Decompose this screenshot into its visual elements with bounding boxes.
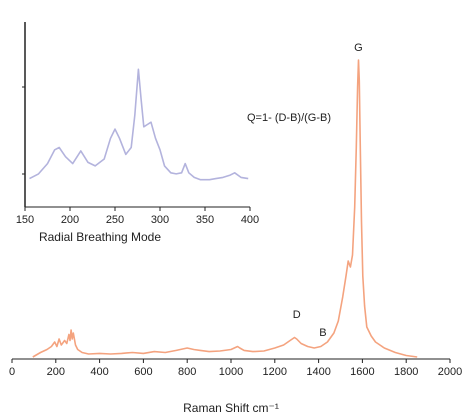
main-annotations: G D B bbox=[293, 42, 363, 339]
main-x-tick-label: 1000 bbox=[219, 366, 243, 378]
inset-x-tick-label: 200 bbox=[61, 214, 79, 226]
peak-label-d: D bbox=[293, 309, 301, 321]
inset-x-axis-title: Radial Breathing Mode bbox=[39, 230, 161, 244]
peak-label-g: G bbox=[354, 42, 363, 54]
inset-x-tick-label: 350 bbox=[196, 214, 214, 226]
inset-x-tick-label: 400 bbox=[241, 214, 259, 226]
inset-x-tick-label: 250 bbox=[106, 214, 124, 226]
inset-x-tick-labels: 150 200 250 300 350 400 bbox=[16, 214, 259, 226]
main-x-tick-label: 1800 bbox=[394, 366, 418, 378]
main-x-ticks bbox=[11, 359, 451, 363]
main-x-tick-label: 2000 bbox=[438, 366, 462, 378]
main-x-tick-label: 1400 bbox=[306, 366, 330, 378]
inset-x-tick-label: 150 bbox=[16, 214, 34, 226]
peak-label-b: B bbox=[319, 327, 326, 339]
main-x-tick-labels: 0 200 400 600 800 1000 1200 1400 1600 1800 2000 bbox=[9, 366, 462, 378]
main-spectrum-line bbox=[32, 59, 418, 358]
main-x-tick-label: 800 bbox=[178, 366, 196, 378]
inset-spectrum-line bbox=[29, 68, 249, 181]
main-x-tick-label: 1600 bbox=[350, 366, 374, 378]
main-x-tick-label: 0 bbox=[9, 366, 15, 378]
main-x-axis-title: Raman Shift cm⁻¹ bbox=[183, 401, 279, 415]
main-x-tick-label: 200 bbox=[47, 366, 65, 378]
inset-x-ticks bbox=[24, 207, 251, 211]
inset-x-tick-label: 300 bbox=[151, 214, 169, 226]
main-x-tick-label: 600 bbox=[134, 366, 152, 378]
q-formula: Q=1- (D-B)/(G-B) bbox=[247, 112, 331, 124]
main-x-tick-label: 400 bbox=[90, 366, 108, 378]
main-x-tick-label: 1200 bbox=[263, 366, 287, 378]
